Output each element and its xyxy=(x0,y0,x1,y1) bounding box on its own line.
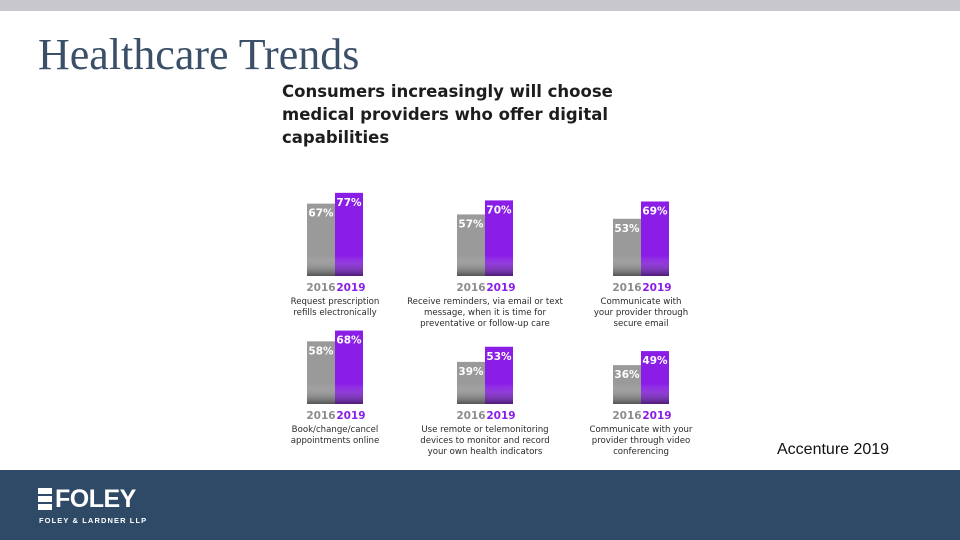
year-label-2019: 2019 xyxy=(336,282,365,294)
panel-caption-line: provider through video xyxy=(592,436,691,446)
year-label-2019: 2019 xyxy=(486,410,515,422)
year-label-2016: 2016 xyxy=(456,410,485,422)
panel-caption-line: Use remote or telemonitoring xyxy=(421,425,548,435)
year-label-2016: 2016 xyxy=(306,282,335,294)
value-label-2016: 53% xyxy=(614,223,640,235)
value-label-2019: 77% xyxy=(336,197,362,209)
logo-subtext: FOLEY & LARDNER LLP xyxy=(39,516,148,525)
year-label-2016: 2016 xyxy=(306,410,335,422)
year-label-2016: 2016 xyxy=(612,282,641,294)
value-label-2016: 58% xyxy=(308,345,334,357)
source-citation: Accenture 2019 xyxy=(777,441,890,458)
panel-caption-line: Communicate with xyxy=(601,297,682,307)
panel-caption-line: secure email xyxy=(614,319,669,329)
panel-caption-line: Communicate with your xyxy=(590,425,693,435)
foley-logo: FOLEY xyxy=(38,486,136,512)
value-label-2016: 57% xyxy=(458,218,484,230)
year-label-2019: 2019 xyxy=(486,282,515,294)
top-accent-bar xyxy=(0,0,960,11)
infographic: Consumers increasingly will choose medic… xyxy=(278,78,718,468)
panel-caption-line: conferencing xyxy=(613,447,669,457)
bar-shadow xyxy=(307,256,363,276)
panel-caption-line: refills electronically xyxy=(293,308,376,318)
footer-bar xyxy=(0,470,960,540)
logo-mark-icon xyxy=(38,488,52,510)
value-label-2019: 49% xyxy=(642,355,668,367)
heading-line: capabilities xyxy=(282,128,390,147)
panel-caption-line: devices to monitor and record xyxy=(420,436,550,446)
year-label-2016: 2016 xyxy=(612,410,641,422)
value-label-2016: 39% xyxy=(458,366,484,378)
value-label-2019: 68% xyxy=(336,335,362,347)
value-label-2016: 67% xyxy=(308,208,334,220)
panel-caption-line: Book/change/cancel xyxy=(292,425,379,435)
panel-caption-line: Request prescription xyxy=(291,297,380,307)
value-label-2019: 69% xyxy=(642,205,668,217)
infographic-heading: Consumers increasingly will choose medic… xyxy=(282,80,662,149)
bar-shadow xyxy=(613,256,669,276)
value-label-2019: 53% xyxy=(486,351,512,363)
panel-caption-line: Receive reminders, via email or text xyxy=(407,297,563,307)
year-label-2019: 2019 xyxy=(336,410,365,422)
heading-line: medical providers who offer digital xyxy=(282,105,609,124)
bar-shadow xyxy=(457,256,513,276)
year-label-2019: 2019 xyxy=(642,410,671,422)
panel-caption-line: message, when it is time for xyxy=(424,308,547,318)
slide-title: Healthcare Trends xyxy=(38,30,360,79)
value-label-2016: 36% xyxy=(614,369,640,381)
year-label-2019: 2019 xyxy=(642,282,671,294)
heading-line: Consumers increasingly will choose xyxy=(282,82,613,101)
value-label-2019: 70% xyxy=(486,204,512,216)
panel-caption-line: your own health indicators xyxy=(428,447,543,457)
bar-shadow xyxy=(307,384,363,404)
bar-shadow xyxy=(457,384,513,404)
panel-caption-line: appointments online xyxy=(291,436,380,446)
panel-caption-line: your provider through xyxy=(594,308,688,318)
panel-caption-line: preventative or follow-up care xyxy=(420,319,550,329)
year-label-2016: 2016 xyxy=(456,282,485,294)
logo-wordmark: FOLEY xyxy=(55,485,136,513)
bar-shadow xyxy=(613,384,669,404)
